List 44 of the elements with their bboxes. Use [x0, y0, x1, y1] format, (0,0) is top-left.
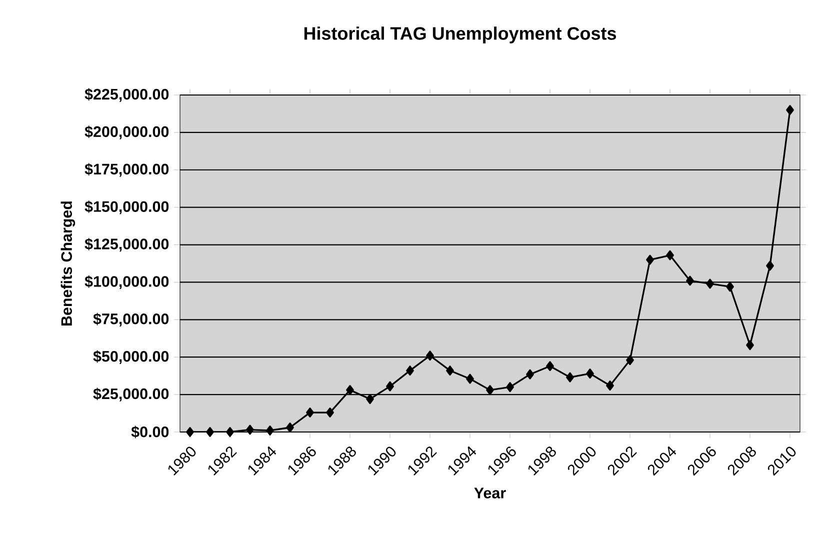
- point: [406, 366, 414, 376]
- y-tick-label: $25,000.00: [93, 388, 169, 402]
- y-tick-label: $100,000.00: [84, 275, 169, 290]
- point: [526, 369, 534, 380]
- point: [486, 385, 494, 396]
- y-tick-label: $0.00: [131, 426, 169, 438]
- point: [366, 394, 374, 404]
- point: [726, 282, 734, 292]
- point: [706, 278, 714, 289]
- point: [246, 424, 254, 435]
- point: [506, 382, 514, 392]
- point: [566, 372, 574, 382]
- y-axis-title: Benefits Charged: [60, 202, 76, 326]
- y-tick-label: $75,000.00: [93, 312, 169, 326]
- point: [546, 361, 554, 372]
- x-axis-title: Year: [474, 488, 506, 498]
- point: [666, 250, 674, 260]
- y-tick-label: $50,000.00: [93, 350, 169, 364]
- point: [446, 366, 454, 376]
- point: [586, 368, 594, 379]
- point: [766, 260, 774, 271]
- point: [326, 408, 334, 418]
- point: [686, 276, 694, 286]
- point: [186, 427, 194, 437]
- point: [206, 427, 214, 437]
- point: [386, 381, 394, 392]
- y-tick-label: $225,000.00: [84, 88, 169, 102]
- point: [606, 380, 614, 391]
- point: [626, 355, 634, 366]
- point: [646, 254, 654, 265]
- point: [226, 427, 234, 437]
- point: [346, 385, 354, 396]
- point: [286, 422, 294, 432]
- y-tick-label: $200,000.00: [84, 126, 169, 140]
- point: [266, 426, 274, 436]
- y-tick-label: $125,000.00: [84, 238, 169, 252]
- point: [306, 408, 314, 418]
- y-tick-label: $175,000.00: [84, 163, 169, 177]
- chart-title: Historical TAG Unemployment Costs: [304, 26, 616, 44]
- point: [466, 374, 474, 384]
- point: [746, 340, 754, 350]
- point: [786, 104, 794, 115]
- y-tick-label: $150,000.00: [84, 200, 169, 214]
- point: [426, 350, 434, 361]
